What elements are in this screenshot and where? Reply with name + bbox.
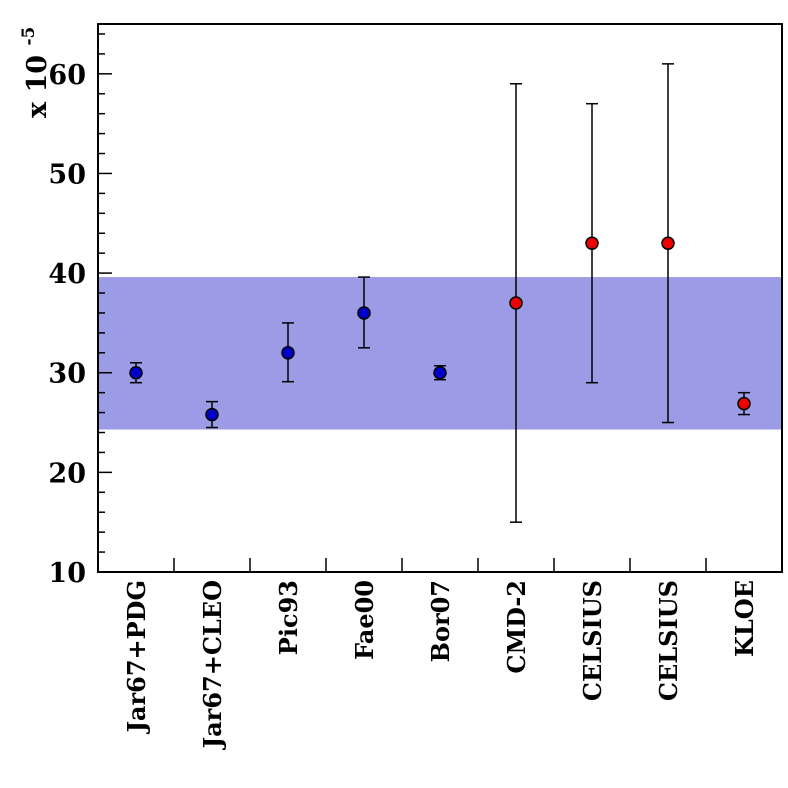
- y-tick-label: 30: [48, 359, 86, 390]
- y-axis-title-exponent: -5: [19, 27, 39, 46]
- data-point: [205, 407, 219, 422]
- data-point: [585, 236, 599, 250]
- x-category-label: CMD-2: [502, 580, 531, 674]
- axis-ticks: [98, 33, 707, 572]
- data-point: [433, 365, 447, 380]
- band-layer: [98, 277, 782, 430]
- y-axis-title: x 10 -5: [19, 27, 53, 118]
- data-points: [129, 236, 751, 422]
- x-category-label: KLOE: [730, 580, 759, 657]
- plot-frame: [97, 23, 783, 573]
- uncertainty-band: [98, 277, 782, 430]
- y-tick-label: 50: [48, 159, 86, 190]
- data-point: [509, 296, 523, 310]
- data-point: [281, 346, 295, 360]
- y-tick-label: 20: [48, 458, 86, 489]
- x-category-label: Pic93: [274, 580, 303, 655]
- y-tick-labels: 10 20 30 40 50 60: [48, 60, 86, 589]
- x-category-label: Jar67+CLEO: [198, 580, 227, 750]
- plot-border: [97, 23, 783, 573]
- y-axis-title-base: x 10: [22, 55, 53, 118]
- data-point: [661, 236, 675, 250]
- data-point: [129, 365, 143, 380]
- x-category-label: CELSIUS: [654, 580, 683, 701]
- data-point: [737, 396, 751, 411]
- x-category-label: Bor07: [426, 580, 455, 662]
- y-tick-label: 40: [48, 259, 86, 290]
- x-category-label: CELSIUS: [578, 580, 607, 701]
- x-category-labels: Jar67+PDG Jar67+CLEO Pic93 Fae00 Bor07 CMD-2 C…: [122, 580, 759, 750]
- x-category-label: Fae00: [350, 580, 379, 660]
- y-tick-label: 10: [48, 558, 86, 589]
- y-tick-label: 60: [48, 60, 86, 91]
- data-point: [357, 306, 371, 320]
- y-axis-title-group: x 10 -5: [19, 27, 53, 118]
- x-category-label: Jar67+PDG: [122, 580, 151, 734]
